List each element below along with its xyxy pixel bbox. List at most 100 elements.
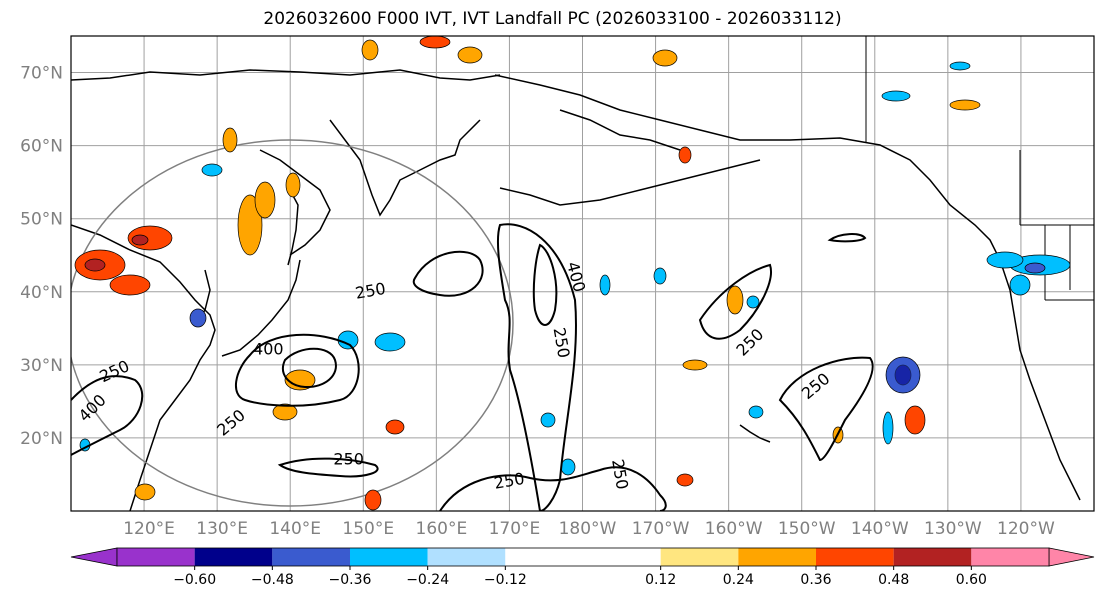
coast-japan (221, 259, 301, 357)
colorbar-segment (350, 548, 428, 566)
colorbar-segment (816, 548, 894, 566)
lon-label: 130°W (924, 519, 982, 539)
pc-blob-positive (254, 181, 276, 219)
coast-okhotsk (259, 149, 331, 256)
lon-label: 140°E (269, 519, 321, 539)
colorbar-segment (272, 548, 350, 566)
ivt-contour-250 (235, 333, 360, 407)
pc-blob-positive (385, 419, 405, 435)
pc-blob-negative (949, 61, 971, 71)
pc-blob-positive (131, 234, 149, 246)
coast-alaska (494, 74, 1081, 501)
ivt-contour-250 (277, 457, 379, 478)
ivt-contour-400 (532, 243, 558, 326)
lat-label: 70°N (20, 64, 63, 84)
lon-label: 160°E (416, 519, 468, 539)
lon-label: 120°W (997, 519, 1055, 539)
ivt-contour-250 (412, 250, 484, 297)
pc-blob-positive (457, 46, 483, 64)
pc-shading (74, 36, 1071, 511)
colorbar-segment (505, 548, 661, 566)
pc-blob-negative (201, 163, 223, 177)
latitude-labels: 70°N 60°N 50°N 40°N 30°N 20°N (20, 64, 63, 449)
colorbar: −0.60 −0.48 −0.36 −0.24 −0.12 0.12 0.24 0.36 0.4… (70, 547, 1095, 588)
contour-label: 400 (253, 340, 284, 359)
coast-alaska-inner (559, 109, 681, 151)
pc-blob-negative (653, 267, 667, 285)
pc-blob-positive (284, 369, 316, 391)
pc-blob-negative (1024, 262, 1046, 274)
lon-label: 130°E (196, 519, 248, 539)
pc-blob-negative (746, 295, 760, 309)
lon-label: 170°W (632, 519, 690, 539)
ivt-contour-400 (282, 347, 337, 389)
colorbar-segment (427, 548, 506, 566)
contour-label: 250 (333, 449, 364, 468)
ivt-contour-250 (698, 263, 772, 340)
pc-blob-negative (337, 330, 359, 350)
coast-kamchatka (329, 119, 481, 217)
pc-blob-positive (134, 483, 156, 501)
pc-blob-positive (237, 194, 263, 256)
pc-blob-positive (222, 127, 238, 153)
pc-blob-positive (652, 49, 678, 67)
lon-label: 160°W (705, 519, 763, 539)
colorbar-tick-label: −0.60 (173, 572, 216, 588)
lon-label: 140°W (851, 519, 909, 539)
pc-blob-positive (676, 473, 694, 487)
colorbar-tick-label: −0.48 (251, 572, 294, 588)
colorbar-tick-label: 0.36 (800, 572, 831, 588)
pc-blob-positive (726, 285, 744, 315)
colorbar-tick-label: 0.12 (645, 572, 676, 588)
colorbar-extend-max (1048, 547, 1095, 567)
pc-blob-positive (109, 274, 151, 296)
pc-blob-negative (882, 411, 894, 445)
pc-blob-negative (881, 90, 911, 102)
coast-sakhalin (287, 189, 299, 266)
ivt-contour-250 (778, 356, 874, 462)
pc-blob-negative (374, 332, 406, 352)
borders (865, 36, 1094, 301)
pc-blob-negative (189, 308, 207, 328)
lat-label: 40°N (20, 283, 63, 303)
pc-blob-positive (361, 39, 379, 61)
pc-blob-negative (1009, 274, 1031, 296)
lat-label: 30°N (20, 356, 63, 376)
map-frame (70, 35, 1095, 512)
pc-blob-negative (540, 412, 556, 428)
pc-blob-positive (949, 99, 981, 111)
coast-aleutians (499, 159, 761, 206)
pc-blob-negative (894, 364, 912, 386)
colorbar-frame (116, 547, 1050, 567)
colorbar-tick-label: 0.48 (878, 572, 909, 588)
lon-label: 170°E (489, 519, 541, 539)
colorbar-tick-label: −0.24 (406, 572, 449, 588)
pc-blob-positive (364, 489, 382, 511)
pc-blob-positive (285, 172, 301, 198)
pc-blob-positive (84, 258, 106, 272)
pc-blob-positive (904, 405, 926, 435)
pc-blob-negative (986, 251, 1024, 269)
colorbar-segment (660, 548, 739, 566)
lat-label: 60°N (20, 137, 63, 157)
colorbar-tick-label: −0.12 (484, 572, 527, 588)
colorbar-tick-label: 0.60 (956, 572, 987, 588)
colorbar-segment (117, 548, 195, 566)
colorbar-segment (893, 548, 972, 566)
lat-label: 20°N (20, 429, 63, 449)
coast-hawaii (739, 424, 771, 443)
pc-blob-negative (748, 405, 764, 419)
pc-blob-negative (599, 274, 611, 296)
pc-blob-positive (682, 359, 708, 371)
lat-label: 50°N (20, 210, 63, 230)
lon-label: 150°E (342, 519, 394, 539)
longitude-labels: 120°E 130°E 140°E 150°E 160°E 170°E 180°W 170°W… (123, 519, 1055, 539)
figure-title: 2026032600 F000 IVT, IVT Landfall PC (20… (263, 9, 842, 29)
pc-blob-negative (560, 458, 576, 476)
ivt-contour-250 (827, 233, 867, 243)
lon-label: 150°W (778, 519, 836, 539)
lon-label: 120°E (123, 519, 175, 539)
colorbar-segment (194, 548, 273, 566)
pc-blob-positive (678, 146, 692, 164)
